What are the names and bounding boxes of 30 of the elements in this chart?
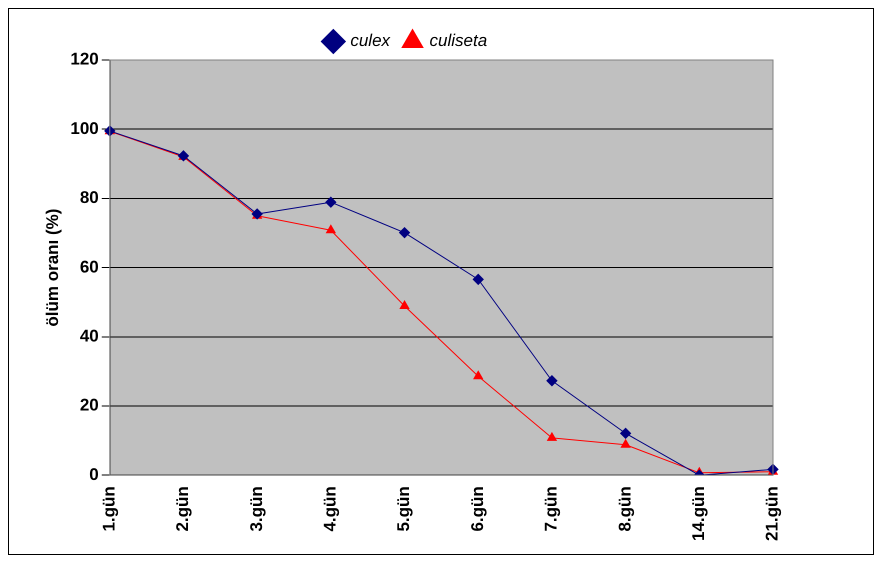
x-tick-label: 8.gün xyxy=(615,486,634,532)
legend-label: culiseta xyxy=(430,31,488,50)
point xyxy=(620,439,630,448)
x-tick-label: 3.gün xyxy=(246,486,266,532)
point xyxy=(546,375,558,386)
x-tick-label: 2.gün xyxy=(173,486,192,532)
y-tick-label: 20 xyxy=(80,396,99,415)
legend-label: culex xyxy=(350,31,391,50)
x-tick-label: 14.gün xyxy=(688,486,708,542)
point xyxy=(620,428,632,439)
y-tick-label: 100 xyxy=(70,118,99,138)
x-tick-label: 1.gün xyxy=(99,486,118,532)
y-axis-title: ölüm oranı (%) xyxy=(42,208,62,327)
point xyxy=(472,274,484,285)
point xyxy=(473,370,484,380)
y-tick-label: 120 xyxy=(70,50,99,69)
y-tick-label: 0 xyxy=(89,464,99,484)
x-tick-label: 6.gün xyxy=(468,486,487,532)
point xyxy=(400,300,410,310)
x-tick-label: 5.gün xyxy=(394,486,414,532)
point xyxy=(325,196,336,208)
x-tick-label: 7.gün xyxy=(542,486,561,532)
y-tick-label: 60 xyxy=(80,257,99,276)
point xyxy=(547,432,557,441)
y-tick-label: 40 xyxy=(80,326,99,346)
x-tick-label: 21.gün xyxy=(762,486,782,542)
point xyxy=(326,224,336,234)
x-tick-label: 4.gün xyxy=(320,486,340,532)
y-tick-label: 80 xyxy=(80,188,99,208)
point xyxy=(399,227,410,238)
